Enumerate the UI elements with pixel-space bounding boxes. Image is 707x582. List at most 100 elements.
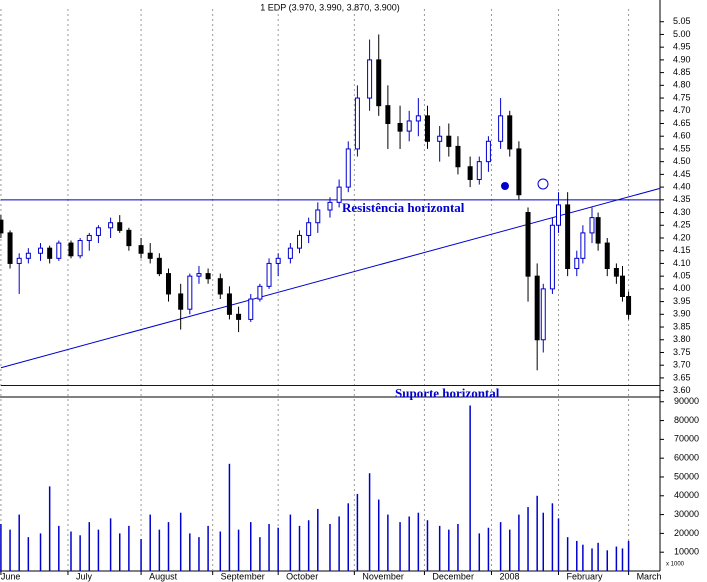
y-tick-label: 4.55 [673, 143, 691, 153]
candle-body [507, 115, 513, 150]
candle-body [287, 247, 293, 259]
y-tick-label: 10000 [674, 547, 699, 557]
x-tick-label: July [76, 571, 93, 581]
candle-body [354, 97, 360, 150]
candle-body [595, 217, 601, 244]
candle-body [424, 115, 430, 142]
candle-body [126, 229, 132, 247]
candle-body [534, 275, 540, 341]
y-tick-label: 4.90 [673, 54, 691, 64]
chart-title: 1 EDP (3.970, 3.990, 3.870, 3.900) [260, 2, 399, 12]
y-tick-label: 4.65 [673, 118, 691, 128]
y-tick-label: 70000 [674, 434, 699, 444]
candle-body [589, 217, 595, 234]
candle-body [345, 148, 351, 188]
candle-body [25, 252, 31, 259]
annotation: Resistência horizontal [342, 200, 465, 215]
candle-body [476, 161, 482, 180]
y-tick-label: 3.85 [673, 321, 691, 331]
candle-body [205, 273, 211, 280]
candle-body [108, 222, 114, 229]
x-tick-label: November [362, 571, 404, 581]
candle-body [306, 222, 312, 236]
candle-body [549, 224, 555, 290]
x-tick-label: September [221, 571, 265, 581]
candle-body [248, 298, 254, 320]
candle-body [619, 275, 625, 298]
candle-body [626, 296, 632, 315]
y-tick-label: 3.75 [673, 347, 691, 357]
candle-body [437, 135, 443, 142]
candle-body [327, 201, 333, 211]
candle-body [86, 234, 92, 242]
candle-body [446, 135, 452, 147]
y-tick-label: 3.60 [673, 385, 691, 395]
candle-body [367, 59, 373, 99]
x-tick-label: March [637, 571, 662, 581]
y-tick-label: 4.85 [673, 67, 691, 77]
candle-body [156, 257, 162, 275]
candle-body [555, 204, 561, 226]
candle-body [604, 242, 610, 270]
x-tick-label: 2008 [499, 571, 519, 581]
candle-body [226, 293, 232, 315]
candle-body [16, 257, 22, 264]
candle-body [275, 257, 281, 264]
candle-body [56, 242, 62, 259]
y-tick-label: 4.25 [673, 220, 691, 230]
y-tick-label: 5.00 [673, 29, 691, 39]
candle-body [385, 105, 391, 124]
candle-body [397, 122, 403, 132]
x-tick-label: August [149, 571, 178, 581]
candle-body [0, 219, 4, 234]
x-tick-label: December [432, 571, 474, 581]
candle-body [525, 212, 531, 277]
y-tick-label: 4.30 [673, 207, 691, 217]
y-tick-label: 4.10 [673, 258, 691, 268]
x-tick-label: October [286, 571, 318, 581]
candle-body [376, 59, 382, 107]
candle-body [138, 245, 144, 254]
y-tick-label: 4.75 [673, 92, 691, 102]
y-tick-label: 90000 [674, 396, 699, 406]
y-tick-label: 5.05 [673, 16, 691, 26]
y-tick-label: 4.95 [673, 42, 691, 52]
y-tick-label: 3.95 [673, 296, 691, 306]
y-tick-label: 4.40 [673, 181, 691, 191]
candle-body [315, 209, 321, 224]
y-tick-label: 4.50 [673, 156, 691, 166]
candle-body [196, 273, 202, 277]
candle-body [7, 232, 13, 264]
y-tick-label: 4.05 [673, 271, 691, 281]
candle-body [467, 166, 473, 180]
y-tick-label: 50000 [674, 471, 699, 481]
y-tick-label: 4.15 [673, 245, 691, 255]
candle-body [540, 288, 546, 341]
y-tick-label: 3.90 [673, 309, 691, 319]
candle-body [498, 115, 504, 142]
x-tick-label: February [566, 571, 603, 581]
candle-body [257, 285, 263, 300]
candle-body [574, 257, 580, 270]
x-tick-label: June [1, 571, 21, 581]
y-tick-label: 3.65 [673, 372, 691, 382]
candle-body [187, 275, 193, 310]
y-tick-label: 40000 [674, 490, 699, 500]
trend-line [0, 187, 661, 369]
y-tick-label: 30000 [674, 509, 699, 519]
candle-body [455, 145, 461, 168]
y-tick-label: 60000 [674, 453, 699, 463]
y-tick-label: 3.70 [673, 360, 691, 370]
candle-body [297, 234, 303, 249]
candle-body [415, 115, 421, 122]
candle-body [236, 313, 242, 320]
candle-body [266, 262, 272, 287]
y-tick-label: 20000 [674, 528, 699, 538]
candle-body [336, 186, 342, 203]
candle-body [47, 247, 53, 259]
y-tick-label: 4.80 [673, 80, 691, 90]
candle-body [485, 140, 491, 163]
candle-body [77, 240, 83, 257]
candle-body [565, 204, 571, 270]
